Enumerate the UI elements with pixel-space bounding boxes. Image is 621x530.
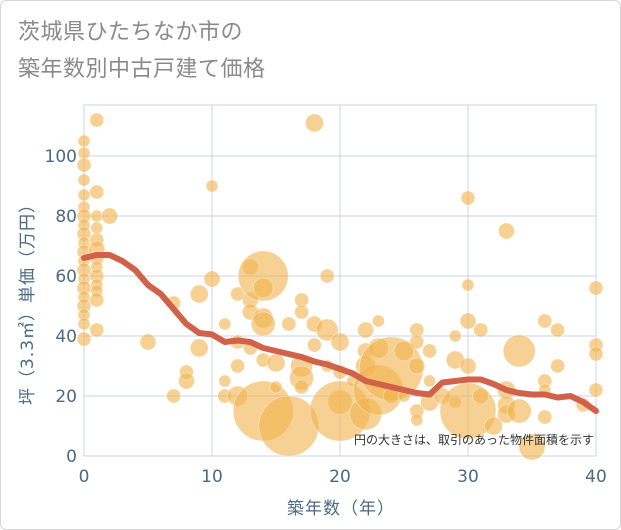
bubble — [230, 358, 245, 374]
bubble — [506, 398, 532, 424]
bubble — [550, 358, 565, 374]
y-axis-title: 坪（3.3㎡）単価（万円） — [18, 195, 38, 405]
bubble — [89, 322, 105, 338]
bubble — [237, 250, 289, 302]
bubble — [294, 379, 309, 395]
trend-line — [81, 252, 599, 414]
bubble — [77, 134, 91, 148]
bubble — [101, 207, 118, 225]
bubble — [408, 357, 426, 375]
bubbles — [76, 112, 604, 461]
bubble — [409, 334, 425, 350]
y-tick-label: 60 — [55, 267, 77, 287]
bubble — [588, 346, 604, 362]
bubble — [269, 380, 283, 394]
chart-title-line1: 茨城県ひたちなか市の — [18, 20, 244, 45]
bubble — [178, 372, 195, 390]
size-note: 円の大きさは、取引のあった物件面積を示す — [354, 432, 594, 447]
bubble — [372, 314, 385, 328]
bubble — [89, 292, 105, 308]
bubble — [502, 334, 536, 368]
bubble — [294, 304, 309, 320]
y-tick-label: 40 — [55, 327, 77, 347]
bubble — [484, 416, 503, 436]
x-axis-title: 築年数（年） — [287, 499, 395, 519]
bubble — [89, 112, 105, 128]
bubble — [203, 270, 221, 288]
bubble — [89, 184, 105, 200]
bubble — [473, 322, 489, 338]
bubble — [305, 113, 324, 133]
bubble — [266, 353, 286, 373]
y-tick-label: 0 — [66, 447, 77, 467]
bubble — [218, 317, 232, 331]
bubble — [459, 357, 477, 375]
y-tick-label: 80 — [55, 207, 77, 227]
bubble — [537, 409, 553, 425]
bubble — [230, 286, 245, 302]
tick-labels: 0 10 20 30 40 0 20 40 60 80 100 — [45, 147, 607, 487]
x-tick-label: 0 — [79, 467, 90, 487]
bubble — [410, 413, 424, 427]
bubble — [76, 331, 92, 347]
bubble — [393, 340, 415, 362]
bubble — [77, 146, 91, 160]
bubble — [77, 317, 91, 331]
y-tick-label: 100 — [45, 147, 77, 167]
bubble — [281, 316, 297, 332]
chart-title: 茨城県ひたちなか市の 築年数別中古戸建て価格 — [18, 14, 266, 88]
bubble — [319, 268, 335, 284]
bubble — [422, 343, 437, 359]
bubble — [330, 332, 350, 352]
bubble — [460, 190, 476, 206]
bubble — [250, 311, 276, 337]
bubble — [588, 382, 604, 398]
y-tick-label: 20 — [55, 387, 77, 407]
bubble — [459, 312, 477, 330]
x-tick-label: 10 — [201, 467, 223, 487]
bubble — [423, 374, 436, 388]
bubble — [461, 278, 475, 292]
bubble — [518, 433, 546, 461]
bubble — [166, 388, 181, 404]
bubble — [307, 337, 322, 353]
x-tick-label: 30 — [457, 467, 479, 487]
bubble — [448, 329, 462, 343]
bubble — [315, 318, 339, 342]
bubble — [77, 173, 91, 187]
bubble — [498, 222, 515, 240]
bubble — [537, 313, 553, 329]
x-tick-label: 40 — [585, 467, 607, 487]
bubble — [205, 179, 219, 193]
bubble — [139, 333, 157, 351]
chart-title-line2: 築年数別中古戸建て価格 — [18, 57, 266, 82]
bubble — [218, 374, 232, 388]
bubble — [550, 322, 565, 338]
x-tick-label: 20 — [329, 467, 351, 487]
bubble — [76, 157, 92, 173]
bubble — [189, 284, 209, 304]
bubble — [588, 280, 604, 296]
bubble — [258, 395, 320, 457]
bubble — [252, 277, 274, 299]
bubble — [77, 188, 91, 202]
bubble — [90, 209, 104, 223]
bubble — [90, 221, 104, 235]
bubble — [189, 338, 209, 358]
bubble — [472, 387, 490, 405]
bubble — [357, 321, 374, 339]
